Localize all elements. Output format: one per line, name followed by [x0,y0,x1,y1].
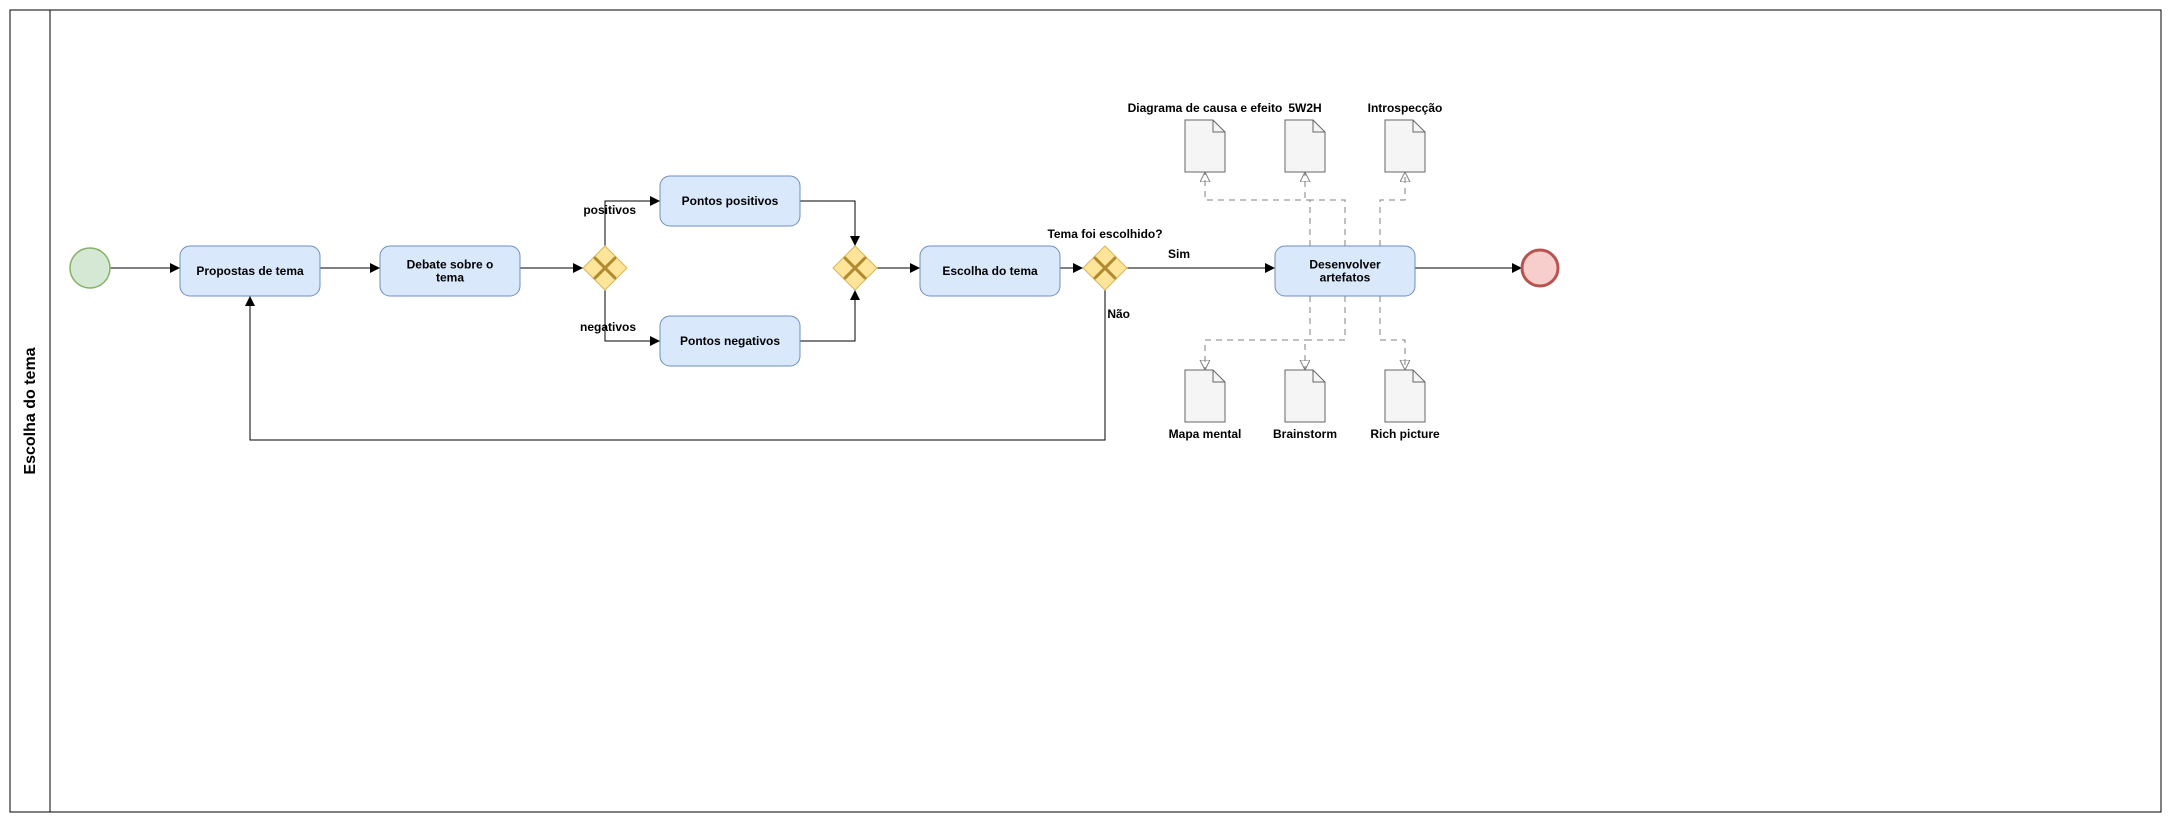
document-label-d1: Diagrama de causa e efeito [1128,101,1283,115]
task-label-t3: Pontos positivos [682,194,779,208]
bpmn-canvas: Escolha do temapositivosnegativosSimNãoP… [0,0,2171,822]
edge-a2 [1305,172,1345,246]
document-d4 [1185,370,1225,422]
edge-e6 [800,290,855,341]
task-label-t1: Propostas de tema [196,264,304,278]
edge-e5 [800,201,855,246]
document-d1 [1185,120,1225,172]
task-label-t5: Escolha do tema [942,264,1038,278]
document-label-d6: Rich picture [1370,427,1440,441]
edge-label-e3: positivos [583,203,636,217]
edge-a4 [1205,296,1310,370]
task-label-t4: Pontos negativos [680,334,780,348]
edge-label-e9: Sim [1168,247,1190,261]
document-d3 [1385,120,1425,172]
task-label-t6: Desenvolverartefatos [1309,258,1381,285]
document-d5 [1285,370,1325,422]
end-event [1522,250,1558,286]
edge-label-e10: Não [1107,307,1130,321]
lane-title: Escolha do tema [22,347,39,474]
edge-a1 [1205,172,1310,246]
document-label-d4: Mapa mental [1169,427,1242,441]
document-label-d2: 5W2H [1288,101,1321,115]
edge-a6 [1380,296,1405,370]
lane-frame [10,10,2161,812]
document-label-d3: Introspecção [1368,101,1443,115]
document-label-d5: Brainstorm [1273,427,1337,441]
edge-label-e4: negativos [580,320,636,334]
gateway-title-gw3: Tema foi escolhido? [1047,227,1162,241]
document-d2 [1285,120,1325,172]
nodes-layer: Propostas de temaDebate sobre otemaPonto… [70,101,1558,441]
document-d6 [1385,370,1425,422]
edge-a5 [1305,296,1345,370]
edge-a3 [1380,172,1405,246]
start-event [70,248,110,288]
